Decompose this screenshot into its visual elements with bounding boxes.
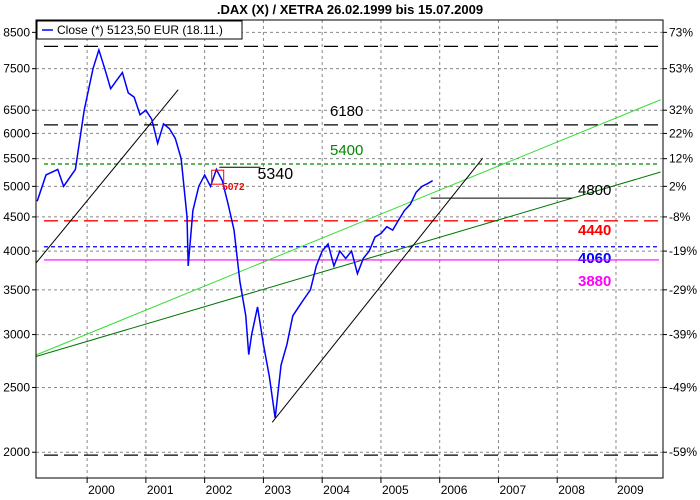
x-tick-label: 2002 bbox=[206, 483, 233, 497]
y2-tick-label: -29% bbox=[669, 283, 697, 297]
y-tick-label: 8500 bbox=[3, 25, 30, 39]
y2-tick-label: 73% bbox=[669, 25, 693, 39]
annotation-5072: 5072 bbox=[222, 182, 245, 193]
chart-title: .DAX (X) / XETRA 26.02.1999 bis 15.07.20… bbox=[217, 2, 483, 17]
x-tick-label: 2007 bbox=[499, 483, 526, 497]
y-tick-label: 2500 bbox=[3, 380, 30, 394]
x-tick-label: 2009 bbox=[617, 483, 644, 497]
annotation-4800: 4800 bbox=[578, 182, 611, 199]
trend-line bbox=[35, 99, 661, 356]
y2-tick-label: -8% bbox=[669, 210, 691, 224]
y2-tick-label: -59% bbox=[669, 445, 697, 459]
plot-frame bbox=[35, 19, 664, 479]
level-label: 5400 bbox=[330, 142, 363, 159]
y-tick-label: 2000 bbox=[3, 445, 30, 459]
x-tick-label: 2005 bbox=[382, 483, 409, 497]
trend-line bbox=[35, 171, 661, 357]
legend: Close (*) 5123,50 EUR (18.11.) bbox=[36, 20, 243, 40]
x-tick-label: 2006 bbox=[441, 483, 468, 497]
y2-tick-label: -49% bbox=[669, 380, 697, 394]
annotation-5340: 5340 bbox=[258, 166, 294, 183]
level-label: 4060 bbox=[578, 250, 611, 267]
y2-tick-label: 32% bbox=[669, 103, 693, 117]
y-tick-label: 5000 bbox=[3, 179, 30, 193]
y2-tick-label: 2% bbox=[669, 179, 687, 193]
y-tick-label: 6500 bbox=[3, 103, 30, 117]
annotation-box-5072 bbox=[211, 169, 225, 185]
price-series-line bbox=[36, 47, 434, 419]
y-tick-label: 3000 bbox=[3, 328, 30, 342]
x-tick-label: 2004 bbox=[323, 483, 350, 497]
y-tick-label: 3500 bbox=[3, 283, 30, 297]
x-tick-label: 2001 bbox=[147, 483, 174, 497]
y2-tick-label: 22% bbox=[669, 126, 693, 140]
x-tick-label: 2008 bbox=[558, 483, 585, 497]
legend-label: Close (*) 5123,50 EUR (18.11.) bbox=[57, 23, 223, 37]
y-tick-label: 4500 bbox=[3, 210, 30, 224]
y-tick-label: 6000 bbox=[3, 126, 30, 140]
y2-tick-label: -19% bbox=[669, 244, 697, 258]
level-label: 3880 bbox=[578, 273, 611, 290]
level-label: 6180 bbox=[330, 103, 363, 120]
y-tick-label: 7500 bbox=[3, 62, 30, 76]
y2-tick-label: 12% bbox=[669, 152, 693, 166]
y-tick-label: 4000 bbox=[3, 244, 30, 258]
y2-tick-label: 53% bbox=[669, 62, 693, 76]
trend-line bbox=[271, 157, 483, 423]
y2-tick-label: -39% bbox=[669, 328, 697, 342]
trend-line bbox=[35, 89, 179, 264]
level-label: 4440 bbox=[578, 222, 611, 239]
x-tick-label: 2003 bbox=[264, 483, 291, 497]
y-tick-label: 5500 bbox=[3, 152, 30, 166]
x-tick-label: 2000 bbox=[88, 483, 115, 497]
